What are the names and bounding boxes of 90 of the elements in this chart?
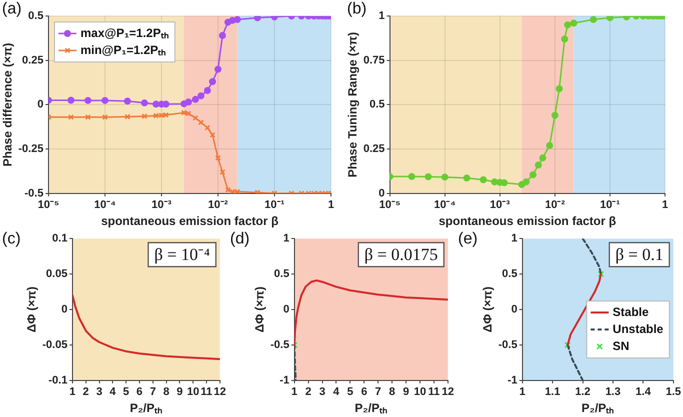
y-axis-title: Phase difference (×π) (0, 42, 15, 166)
x-tick-label: 1.3 (605, 386, 621, 398)
y-tick-label: 0.25 (363, 143, 385, 156)
x-tick-label: 10⁻⁵ (38, 199, 60, 212)
x-tick-label: 1 (662, 199, 668, 212)
y-tick-label: 0.1 (52, 232, 68, 245)
x-tick-label: 1.5 (666, 386, 682, 398)
x-tick-label: 8 (163, 386, 170, 398)
x-tick-label: 1.1 (544, 386, 560, 398)
y-tick-label: -0.5 (24, 187, 44, 200)
chart-title: (b) (347, 0, 367, 18)
x-tick-label: 12 (214, 386, 226, 398)
x-tick-label: 10⁻³ (490, 199, 510, 212)
x-tick-label: 7 (375, 386, 382, 398)
chart-title: (d) (230, 230, 250, 248)
x-axis-title: P₂/Pₜₕ (582, 401, 614, 416)
x-tick-label: 4 (110, 386, 117, 398)
y-tick-label: 0.05 (46, 268, 68, 280)
y-axis-title: ΔΦ (×π) (480, 286, 495, 332)
y-tick-label: -1 (280, 374, 290, 386)
legend-label: Unstable (612, 322, 664, 336)
y-tick-label: 0.5 (502, 268, 518, 280)
x-tick-label: 3 (319, 386, 326, 398)
y-tick-label: 0.5 (274, 268, 290, 280)
y-tick-label: 1 (511, 232, 518, 245)
annotation: β = 10⁻⁴ (154, 245, 210, 264)
annotation: β = 0.1 (615, 245, 664, 264)
y-tick-label: 0.75 (363, 54, 385, 66)
y-tick-label: -0.1 (48, 374, 68, 386)
x-tick-label: 6 (361, 386, 368, 398)
x-tick-label: 10⁻¹ (600, 199, 620, 212)
y-tick-label: -0.5 (270, 338, 290, 351)
x-tick-label: 10⁻⁴ (94, 199, 116, 212)
chart-title: (e) (458, 230, 478, 248)
y-tick-label: -0.05 (42, 338, 68, 351)
x-tick-label: 4 (333, 386, 340, 398)
x-tick-label: 2 (305, 386, 312, 398)
x-axis-title: P₂/Pₜₕ (354, 401, 388, 416)
x-axis-title: spontaneous emission factor β (438, 214, 616, 228)
x-tick-label: 10⁻⁵ (379, 199, 401, 212)
x-tick-label: 1 (519, 386, 526, 398)
x-tick-label: 11 (200, 386, 212, 398)
x-tick-label: 11 (428, 386, 440, 398)
chart-title: (a) (2, 0, 22, 18)
y-axis-title: Phase Tuning Range (×π) (346, 32, 360, 178)
x-tick-label: 1 (291, 386, 298, 398)
y-tick-label: -0.25 (18, 143, 44, 156)
x-tick-label: 5 (123, 386, 130, 398)
x-tick-label: 1.2 (575, 386, 590, 398)
x-tick-label: 1 (69, 386, 76, 398)
annotation: β = 0.0175 (364, 245, 438, 264)
x-tick-label: 9 (176, 386, 183, 398)
x-tick-label: 10 (186, 386, 200, 398)
x-tick-label: 5 (347, 386, 354, 398)
x-tick-label: 10⁻⁴ (434, 199, 456, 212)
legend-label: Stable (612, 304, 650, 319)
x-tick-label: 10⁻² (208, 199, 228, 212)
x-tick-label: 10⁻³ (152, 199, 172, 212)
y-tick-label: 1 (283, 232, 290, 245)
x-tick-label: 3 (96, 386, 102, 398)
x-tick-label: 10⁻¹ (264, 199, 285, 212)
x-tick-label: 10⁻² (544, 199, 566, 212)
x-tick-label: 2 (82, 386, 89, 398)
legend-label: SN (612, 338, 630, 353)
y-tick-label: 0.5 (28, 10, 44, 22)
chart-title: (c) (2, 230, 21, 248)
y-tick-label: 0 (61, 304, 68, 316)
x-tick-label: 8 (388, 386, 396, 398)
legend-label: min@P₁=1.2Pₜₕ (80, 42, 166, 57)
y-tick-label: -1 (508, 374, 518, 386)
x-tick-label: 12 (442, 386, 454, 398)
y-tick-label: -0.5 (498, 338, 518, 351)
y-axis-title: ΔΦ (×π) (24, 286, 39, 332)
y-tick-label: 0 (283, 304, 290, 316)
x-axis-title: spontaneous emission factor β (101, 214, 278, 228)
legend-label: max@P₁=1.2Pₜₕ (80, 26, 169, 40)
x-tick-label: 10 (414, 386, 426, 398)
y-tick-label: 0.5 (370, 98, 385, 111)
y-tick-label: 0.25 (22, 54, 44, 66)
y-tick-label: 0 (511, 304, 518, 316)
x-tick-label: 6 (136, 386, 143, 398)
x-axis-title: P₂/Pₜₕ (130, 401, 163, 416)
x-tick-label: 1.4 (636, 386, 652, 398)
y-tick-label: 0 (37, 98, 44, 111)
y-tick-label: 1 (378, 10, 385, 22)
y-axis-title: ΔΦ (×π) (252, 286, 267, 332)
y-tick-label: 0 (378, 187, 385, 200)
x-tick-label: 7 (150, 386, 156, 398)
x-tick-label: 1 (328, 199, 334, 212)
x-tick-label: 9 (402, 386, 410, 398)
